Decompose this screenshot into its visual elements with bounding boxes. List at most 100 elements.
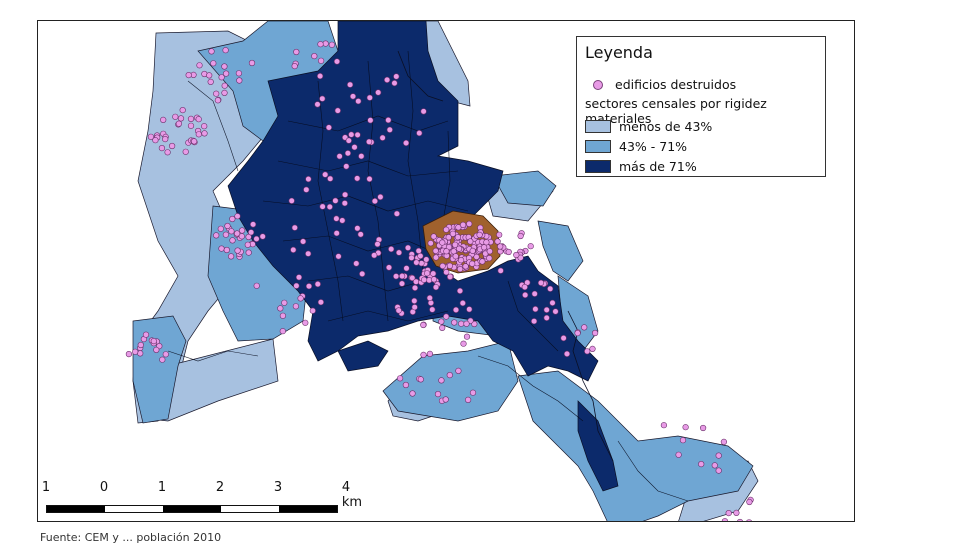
- destroyed-building-point: [160, 116, 167, 123]
- destroyed-building-point: [196, 62, 203, 69]
- destroyed-building-point: [432, 247, 439, 254]
- destroyed-building-point: [317, 299, 325, 306]
- destroyed-building-point: [328, 41, 336, 48]
- destroyed-building-point: [317, 41, 324, 48]
- destroyed-building-point: [443, 226, 450, 233]
- destroyed-building-point: [223, 246, 230, 254]
- destroyed-building-point: [467, 238, 474, 245]
- sector-dark: [227, 21, 599, 382]
- legend-item-class: menos de 43%: [585, 119, 712, 134]
- destroyed-building-point: [341, 200, 348, 207]
- destroyed-building-point: [132, 348, 139, 355]
- destroyed-building-point: [214, 97, 221, 104]
- destroyed-building-point: [245, 233, 252, 241]
- destroyed-building-point: [457, 266, 464, 273]
- destroyed-building-point: [443, 313, 450, 320]
- destroyed-building-point: [125, 351, 132, 358]
- destroyed-building-point: [348, 131, 355, 138]
- destroyed-building-point: [547, 285, 554, 292]
- destroyed-building-point: [581, 324, 588, 331]
- destroyed-building-point: [371, 252, 378, 259]
- destroyed-building-point: [404, 244, 412, 251]
- swatch-dark: [585, 160, 611, 173]
- destroyed-building-point: [333, 230, 340, 237]
- destroyed-building-point: [481, 244, 488, 251]
- map-canvas: [125, 21, 759, 521]
- destroyed-building-point: [159, 356, 166, 363]
- scale-bar-graphic: [46, 505, 338, 513]
- destroyed-building-point: [325, 124, 333, 131]
- destroyed-building-point: [446, 372, 453, 379]
- destroyed-building-point: [455, 224, 462, 231]
- destroyed-building-point: [408, 254, 415, 261]
- destroyed-building-point: [699, 424, 707, 432]
- destroyed-building-point: [473, 253, 480, 260]
- destroyed-building-point: [333, 58, 341, 65]
- destroyed-building-point: [322, 171, 329, 178]
- destroyed-building-point: [445, 234, 452, 241]
- destroyed-building-point: [459, 300, 466, 307]
- destroyed-building-point: [300, 238, 307, 245]
- sector-medium: [492, 170, 557, 207]
- destroyed-building-point: [222, 47, 229, 54]
- destroyed-building-point: [733, 509, 740, 517]
- destroyed-building-point: [335, 253, 342, 260]
- destroyed-building-point: [314, 281, 321, 288]
- destroyed-building-point: [187, 115, 195, 122]
- destroyed-building-point: [420, 108, 427, 115]
- destroyed-building-point: [281, 299, 288, 306]
- destroyed-building-point: [421, 276, 428, 283]
- destroyed-building-point: [415, 247, 422, 254]
- destroyed-building-point: [409, 274, 416, 282]
- scale-label: 3: [273, 480, 283, 495]
- destroyed-building-point: [305, 176, 312, 183]
- destroyed-building-point: [531, 290, 538, 297]
- destroyed-building-point: [367, 117, 374, 124]
- destroyed-building-point: [463, 333, 471, 340]
- destroyed-building-point: [292, 303, 299, 310]
- destroyed-building-point: [291, 62, 298, 70]
- destroyed-building-point: [358, 153, 365, 160]
- destroyed-building-point: [552, 308, 559, 315]
- destroyed-building-point: [239, 227, 246, 234]
- destroyed-building-point: [449, 230, 457, 237]
- destroyed-building-point: [430, 233, 437, 240]
- destroyed-building-point: [377, 193, 384, 201]
- destroyed-building-point: [675, 451, 682, 458]
- destroyed-building-point: [336, 153, 343, 160]
- destroyed-building-point: [195, 131, 202, 138]
- destroyed-building-point: [574, 330, 581, 337]
- destroyed-building-point: [496, 231, 503, 238]
- destroyed-building-point: [351, 144, 358, 151]
- destroyed-building-point: [357, 231, 364, 238]
- destroyed-building-point: [522, 291, 529, 299]
- destroyed-building-point: [162, 135, 169, 143]
- sector-dark: [577, 400, 619, 492]
- destroyed-building-point: [208, 48, 215, 55]
- destroyed-building-point: [746, 498, 753, 506]
- destroyed-building-point: [326, 203, 333, 210]
- destroyed-building-point: [355, 98, 362, 105]
- destroyed-building-point: [532, 306, 539, 313]
- destroyed-building-point: [153, 346, 160, 354]
- destroyed-building-point: [442, 396, 449, 403]
- destroyed-building-point: [411, 284, 419, 292]
- destroyed-building-point: [446, 262, 454, 269]
- destroyed-building-point: [463, 320, 470, 327]
- destroyed-building-point: [293, 48, 300, 56]
- destroyed-building-point: [418, 260, 425, 267]
- destroyed-building-point: [426, 294, 433, 302]
- destroyed-building-point: [543, 314, 550, 322]
- destroyed-building-point: [291, 224, 298, 231]
- source-note: Fuente: CEM y ... población 2010: [40, 531, 222, 544]
- points-layer: [125, 40, 754, 521]
- destroyed-building-point: [443, 269, 450, 276]
- legend-item-points: edificios destruidos: [585, 77, 736, 92]
- destroyed-building-point: [679, 437, 687, 444]
- destroyed-building-point: [469, 247, 476, 254]
- destroyed-building-point: [432, 284, 440, 291]
- destroyed-building-point: [430, 270, 437, 277]
- destroyed-building-point: [319, 95, 326, 102]
- destroyed-building-point: [259, 233, 266, 240]
- legend-label: 43% - 71%: [619, 139, 688, 154]
